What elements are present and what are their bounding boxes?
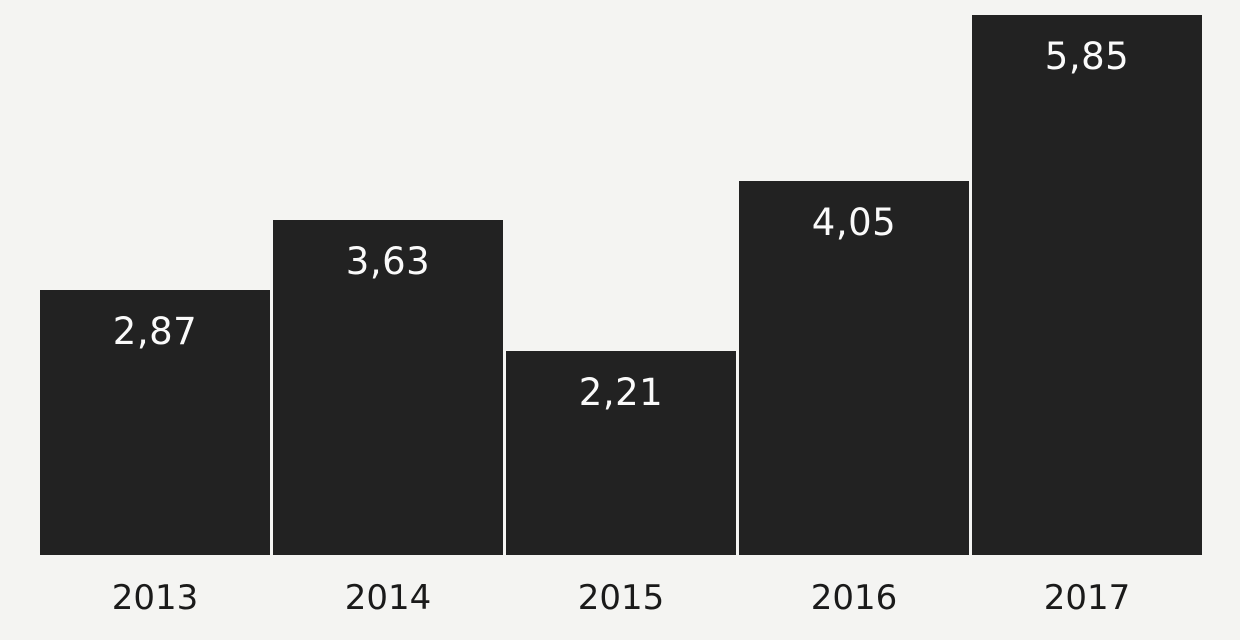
x-tick-label: 2014 — [344, 578, 432, 618]
bar: 2,87 — [40, 289, 270, 555]
bar: 3,63 — [273, 219, 503, 555]
x-axis-tick-labels: 2013 2014 2015 2016 2017 — [40, 578, 1202, 618]
bar-value-label: 5,85 — [1044, 34, 1130, 78]
x-tick-label: 2013 — [111, 578, 199, 618]
bar-chart: 2,87 3,63 2,21 4,05 5,85 2013 2014 2015 2016 201… — [40, 0, 1202, 618]
x-tick-label: 2015 — [577, 578, 665, 618]
x-tick-label: 2017 — [1043, 578, 1131, 618]
bar-value-label: 2,87 — [112, 309, 198, 353]
plot-area: 2,87 3,63 2,21 4,05 5,85 — [40, 0, 1202, 555]
bar-value-label: 2,21 — [578, 370, 664, 414]
bar: 2,21 — [506, 350, 736, 555]
bar: 4,05 — [739, 180, 969, 555]
bar-value-label: 3,63 — [345, 239, 431, 283]
x-tick-label: 2016 — [810, 578, 898, 618]
bar-value-label: 4,05 — [811, 200, 897, 244]
bar: 5,85 — [972, 14, 1202, 555]
